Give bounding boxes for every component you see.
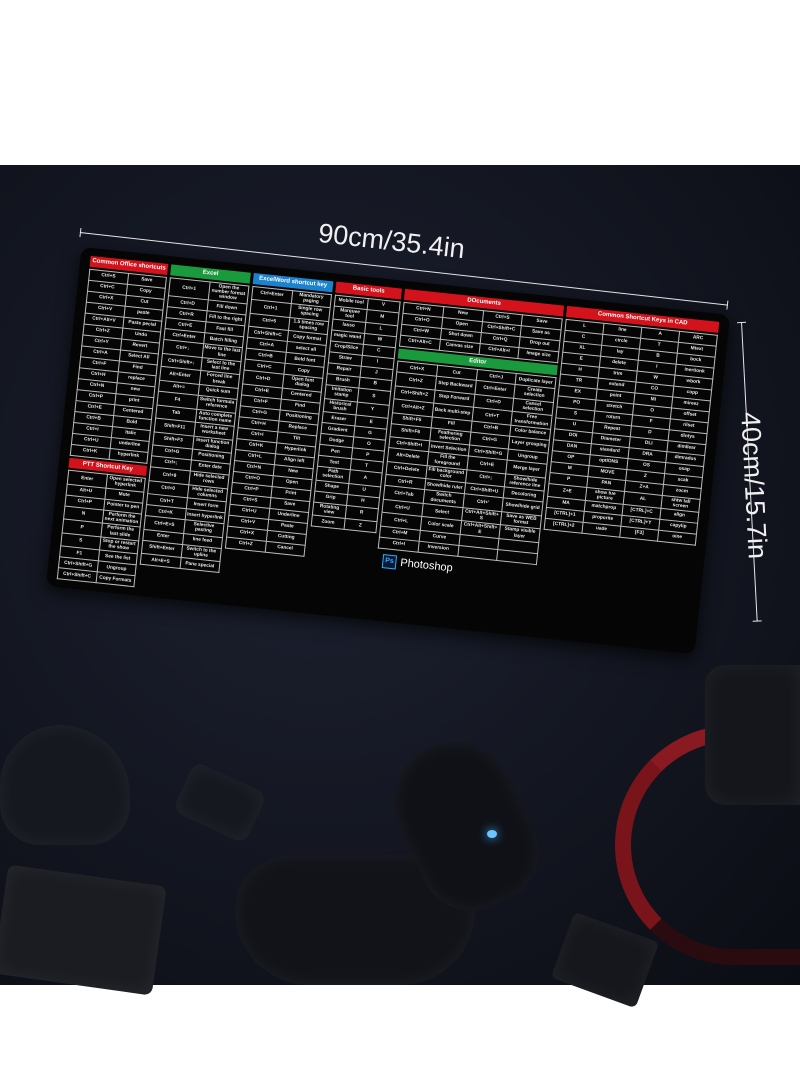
mouse-led bbox=[487, 830, 497, 838]
keyboard bbox=[0, 864, 167, 996]
photoshop-icon: Ps bbox=[381, 554, 398, 570]
clip-accessory bbox=[172, 760, 268, 845]
shortcut-mousepad: Common Office shortcuts Ctrl+S Save Ctrl+C… bbox=[45, 246, 731, 655]
shortcut-key: Zoom bbox=[311, 515, 345, 530]
shortcut-action: Z bbox=[343, 518, 377, 533]
editor-table: Ctrl+X Cut Ctrl+J Duplicate layer Ctrl+Z Step… bbox=[378, 361, 557, 565]
ptt-table: Enter Open selected hyperlink Alt+U Mute Ctr… bbox=[57, 470, 146, 588]
photoshop-label: Photoshop bbox=[399, 556, 454, 575]
box-device bbox=[550, 911, 660, 1009]
headset-earcup bbox=[705, 665, 800, 805]
mouse-left bbox=[0, 725, 130, 845]
